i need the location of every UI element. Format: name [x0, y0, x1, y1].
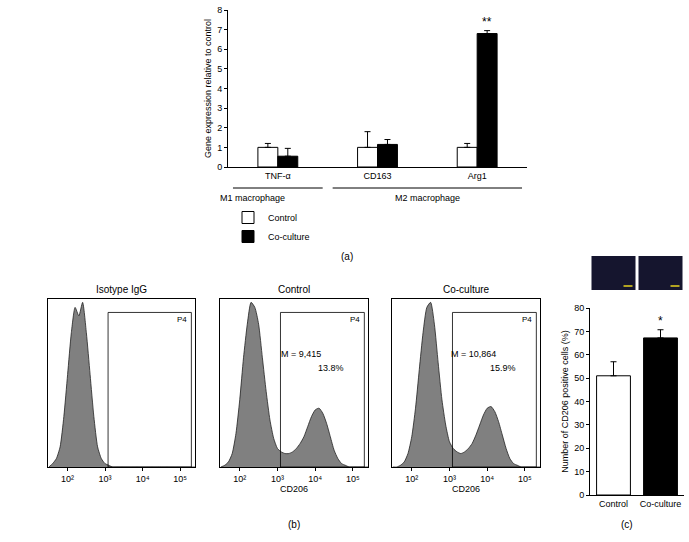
svg-text:P4: P4 [350, 315, 360, 324]
svg-text:10⁴: 10⁴ [308, 474, 322, 484]
svg-text:80: 80 [574, 303, 584, 313]
svg-text:Arg1: Arg1 [468, 171, 487, 181]
svg-text:20: 20 [574, 443, 584, 453]
svg-text:Control: Control [268, 213, 297, 223]
svg-text:40: 40 [574, 397, 584, 407]
svg-text:10²: 10² [405, 474, 418, 484]
svg-text:3: 3 [217, 103, 222, 113]
svg-text:10³: 10³ [99, 474, 112, 484]
svg-text:(b): (b) [288, 519, 300, 530]
svg-text:10⁵: 10⁵ [173, 474, 187, 484]
svg-text:10³: 10³ [443, 474, 456, 484]
svg-text:10²: 10² [61, 474, 74, 484]
svg-text:15.9%: 15.9% [490, 363, 516, 373]
svg-text:70: 70 [574, 327, 584, 337]
svg-text:10⁴: 10⁴ [480, 474, 494, 484]
svg-text:TNF-α: TNF-α [265, 171, 291, 181]
svg-text:M = 9,415: M = 9,415 [281, 349, 321, 359]
svg-text:50: 50 [574, 373, 584, 383]
svg-text:M2 macrophage: M2 macrophage [395, 193, 460, 203]
svg-text:M = 10,864: M = 10,864 [451, 349, 496, 359]
svg-text:10²: 10² [233, 474, 246, 484]
svg-text:Control: Control [278, 284, 310, 295]
svg-text:*: * [658, 314, 663, 328]
svg-text:10⁵: 10⁵ [346, 474, 360, 484]
svg-text:5: 5 [217, 64, 222, 74]
svg-text:13.8%: 13.8% [318, 363, 344, 373]
svg-text:10: 10 [574, 467, 584, 477]
svg-text:Co-culture: Co-culture [640, 499, 682, 509]
svg-text:10⁴: 10⁴ [136, 474, 150, 484]
svg-text:4: 4 [217, 84, 222, 94]
svg-text:1: 1 [217, 143, 222, 153]
svg-text:**: ** [482, 15, 492, 29]
svg-text:CD206: CD206 [280, 484, 308, 494]
svg-text:(c): (c) [621, 519, 633, 530]
svg-text:P4: P4 [177, 315, 187, 324]
svg-text:M1 macrophage: M1 macrophage [220, 193, 285, 203]
svg-text:2: 2 [217, 123, 222, 133]
svg-text:Isotype IgG: Isotype IgG [96, 284, 147, 295]
svg-text:Gene expression relative to co: Gene expression relative to control [203, 19, 213, 158]
svg-text:(a): (a) [341, 251, 353, 262]
svg-text:Co-culture: Co-culture [268, 232, 310, 242]
svg-text:CD206: CD206 [452, 484, 480, 494]
svg-text:8: 8 [217, 5, 222, 15]
svg-text:10⁵: 10⁵ [518, 474, 532, 484]
svg-text:Control: Control [599, 499, 628, 509]
svg-text:Number of CD206 positive cells: Number of CD206 positive cells (%) [560, 330, 570, 473]
svg-text:0: 0 [217, 162, 222, 172]
svg-text:10³: 10³ [271, 474, 284, 484]
svg-text:Co-culture: Co-culture [443, 284, 490, 295]
svg-text:6: 6 [217, 44, 222, 54]
svg-text:7: 7 [217, 25, 222, 35]
svg-text:60: 60 [574, 350, 584, 360]
svg-text:P4: P4 [522, 315, 532, 324]
svg-text:CD163: CD163 [363, 171, 391, 181]
svg-text:30: 30 [574, 420, 584, 430]
svg-text:0: 0 [579, 490, 584, 500]
